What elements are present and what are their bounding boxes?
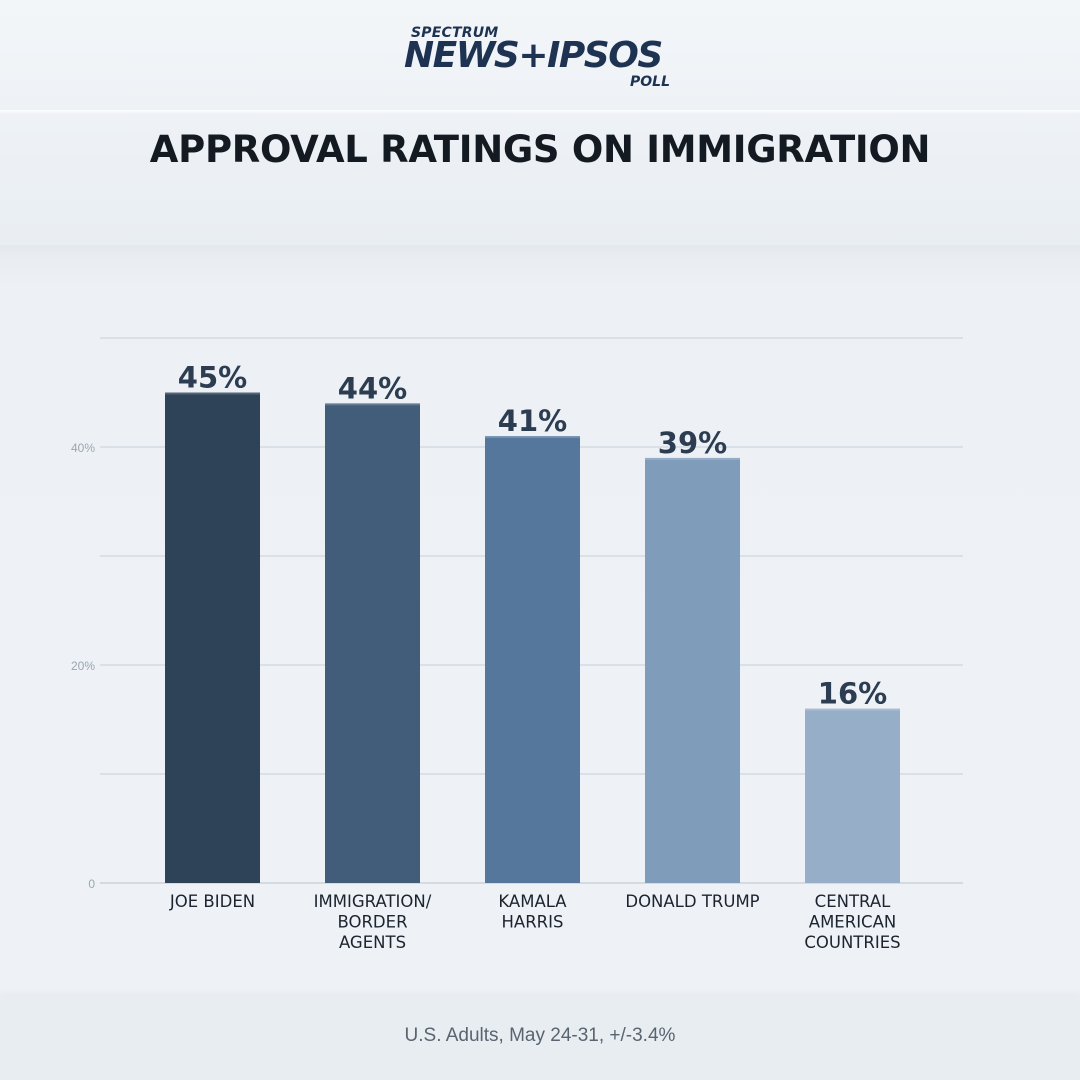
category-label-line: AGENTS bbox=[339, 933, 406, 952]
bar bbox=[805, 708, 900, 883]
value-label: 39% bbox=[658, 426, 727, 460]
category-label-line: BORDER bbox=[337, 913, 407, 932]
bar bbox=[485, 436, 580, 883]
value-label: 45% bbox=[178, 361, 247, 395]
category-label-line: CENTRAL bbox=[815, 892, 891, 911]
spectrum-news-ipsos-logo: SPECTRUM NEWS+IPSOS POLL bbox=[0, 22, 1080, 94]
bar bbox=[645, 457, 740, 883]
bar-highlight bbox=[645, 457, 740, 460]
bar-highlight bbox=[805, 708, 900, 711]
value-label: 41% bbox=[498, 404, 567, 438]
category-label: KAMALA HARRIS bbox=[498, 892, 567, 932]
y-tick-label: 40% bbox=[71, 441, 95, 455]
chart-title: APPROVAL RATINGS ON IMMIGRATION bbox=[149, 128, 931, 171]
category-label-line: DONALD TRUMP bbox=[625, 892, 759, 911]
footer-note: U.S. Adults, May 24-31, +/-3.4% bbox=[404, 1025, 676, 1046]
category-label: CENTRAL AMERICAN COUNTRIES bbox=[804, 892, 900, 952]
category-label-line: IMMIGRATION/ bbox=[314, 892, 432, 911]
category-label-line: JOE BIDEN bbox=[169, 892, 255, 911]
bar-highlight bbox=[325, 403, 420, 406]
logo-top-text: SPECTRUM bbox=[411, 25, 499, 41]
value-label: 16% bbox=[818, 677, 887, 711]
category-label: DONALD TRUMP bbox=[625, 892, 759, 911]
bar bbox=[325, 403, 420, 883]
bar-highlight bbox=[165, 392, 260, 395]
logo-main-text: NEWS+IPSOS bbox=[404, 35, 663, 76]
header-band bbox=[0, 0, 1080, 245]
category-label-line: AMERICAN bbox=[809, 913, 896, 932]
value-label: 44% bbox=[338, 371, 407, 405]
y-tick-label: 0 bbox=[88, 877, 95, 891]
bar bbox=[165, 392, 260, 883]
y-tick-label: 20% bbox=[71, 659, 95, 673]
category-label: IMMIGRATION/BORDER AGENTS bbox=[314, 892, 432, 952]
footer-band bbox=[0, 995, 1080, 1080]
category-label-line: COUNTRIES bbox=[804, 933, 900, 952]
logo-sub-text: POLL bbox=[630, 74, 671, 90]
bar-highlight bbox=[485, 436, 580, 439]
category-label: JOE BIDEN bbox=[169, 892, 255, 911]
category-label-line: KAMALA bbox=[498, 892, 567, 911]
category-label-line: HARRIS bbox=[502, 913, 564, 932]
